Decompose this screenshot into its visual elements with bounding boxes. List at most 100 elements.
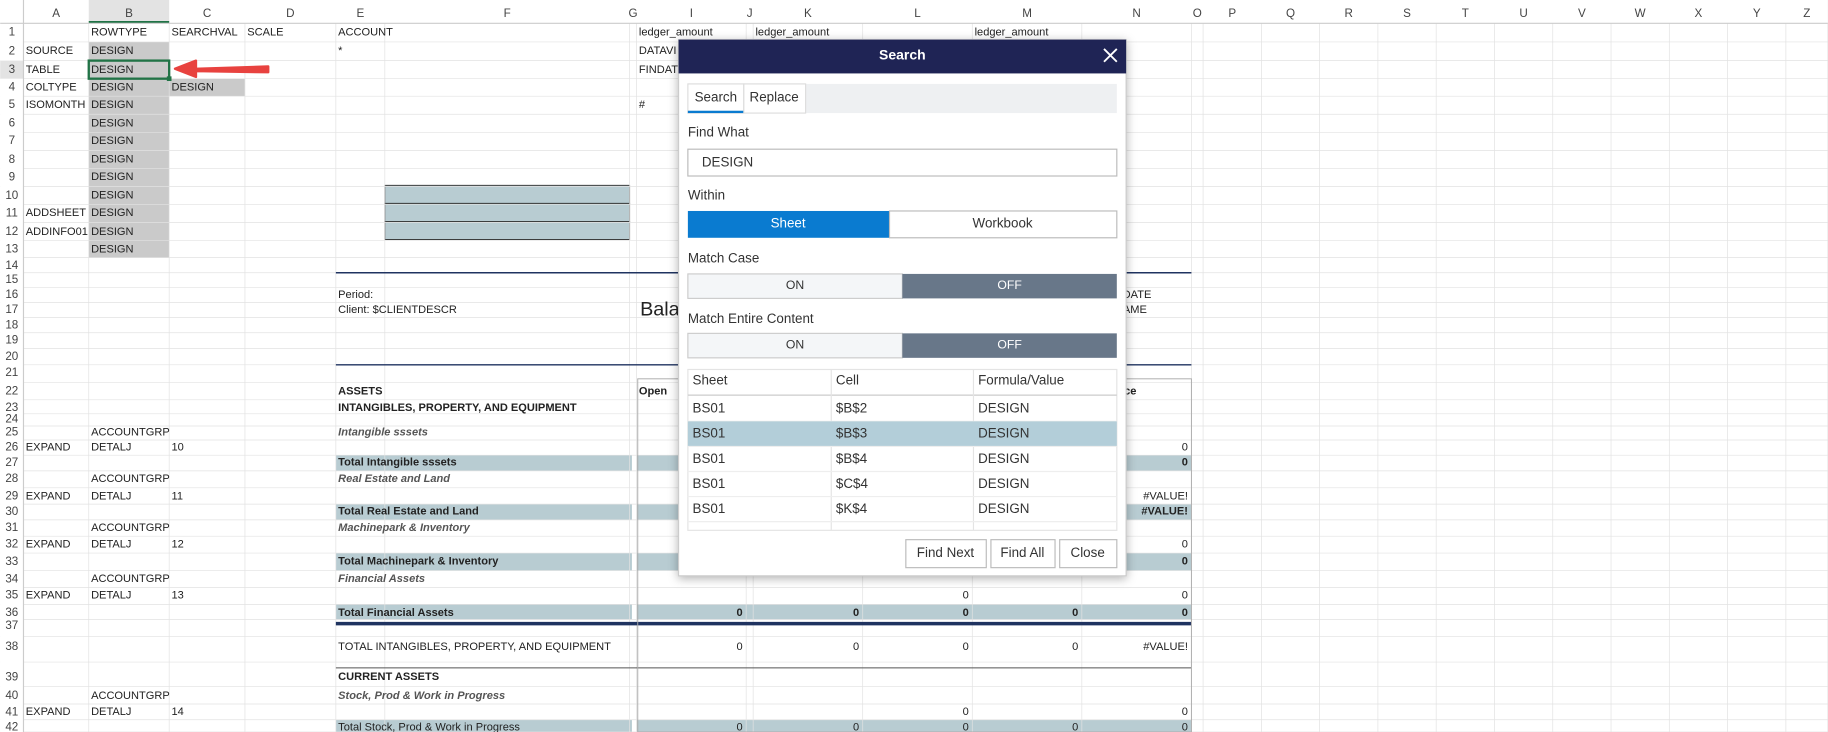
result-cell[interactable]: BS01	[693, 476, 726, 491]
tab-label[interactable]: Replace	[750, 89, 799, 104]
cell-text: 0	[963, 607, 969, 619]
cell-text: DETALJ	[91, 442, 131, 454]
result-cell[interactable]: DESIGN	[978, 476, 1029, 491]
toggle-off[interactable]	[902, 333, 1117, 358]
column-header: T	[1462, 7, 1469, 20]
cell-text: 0	[1182, 721, 1188, 732]
result-cell[interactable]: $B$3	[836, 426, 867, 441]
find-input-value[interactable]: DESIGN	[702, 155, 753, 170]
cell-text: ACCOUNTGRP	[91, 522, 170, 534]
toggle-sheet[interactable]	[687, 210, 890, 238]
find-input[interactable]	[687, 148, 1118, 177]
cell-text: DESIGN	[91, 45, 133, 57]
toggle-label[interactable]: ON	[786, 337, 804, 351]
result-cell[interactable]: $C$4	[836, 476, 869, 491]
cell-text: Total Machinepark & Inventory	[338, 556, 499, 568]
cell-text: ledger_amount	[639, 27, 713, 39]
cell-text: COLTYPE	[26, 81, 77, 93]
result-cell[interactable]: $K$4	[836, 501, 868, 516]
selected-col-fill	[88, 150, 170, 169]
selected-col-fill	[88, 41, 170, 61]
cell-text: DETALJ	[91, 590, 131, 602]
column-header: R	[1345, 7, 1353, 20]
cell-text: #VALUE!	[1143, 490, 1188, 502]
result-cell[interactable]: BS01	[693, 401, 726, 416]
result-cell[interactable]: $B$2	[836, 401, 867, 416]
result-cell[interactable]: DESIGN	[978, 501, 1029, 516]
cell-text: 0	[963, 706, 969, 718]
toggle-label[interactable]: Sheet	[771, 215, 806, 230]
toggle-label[interactable]: ON	[786, 278, 804, 292]
result-cell[interactable]: BS01	[693, 451, 726, 466]
box-cell	[384, 184, 631, 204]
total-row-fill	[335, 504, 632, 520]
tab-label[interactable]: Search	[695, 89, 737, 104]
close-icon[interactable]	[1103, 48, 1118, 63]
fill-handle	[166, 76, 172, 82]
cell-text: Real Estate and Land	[338, 473, 450, 485]
column-header: N	[1132, 7, 1140, 20]
cell-text: DESIGN	[91, 81, 133, 93]
cell-text: Open	[639, 386, 668, 398]
cell-text: ADDSHEET	[26, 207, 86, 219]
button-label[interactable]: Close	[1071, 545, 1105, 560]
cell-text: 0	[736, 721, 742, 732]
row-header: 11	[6, 206, 18, 219]
total-row-fill	[335, 719, 632, 732]
toggle-label[interactable]: Workbook	[973, 215, 1033, 230]
row-header: 22	[5, 385, 18, 398]
cell-text: EXPAND	[26, 442, 71, 454]
cell-text: DESIGN	[91, 243, 133, 255]
cell-text: DESIGN	[91, 190, 133, 202]
cell-text: ACCOUNT	[338, 27, 393, 39]
selected-row-header	[0, 60, 24, 79]
column-header: E	[356, 7, 364, 20]
row-header: 5	[9, 98, 15, 111]
cell-text: DESIGN	[91, 135, 133, 147]
button-close[interactable]	[1059, 539, 1118, 569]
row-header: 41	[5, 705, 18, 718]
selected-col-fill	[88, 222, 170, 241]
cell-text: ledger_amount	[975, 27, 1049, 39]
row-header: 27	[5, 456, 18, 469]
cell-text: SOURCE	[26, 45, 73, 57]
result-cell[interactable]: DESIGN	[978, 426, 1029, 441]
button-label[interactable]: Find Next	[917, 545, 975, 560]
cell-text: 0	[1182, 442, 1188, 454]
cell-text: 0	[1182, 538, 1188, 550]
field-label: Match Case	[688, 250, 759, 265]
cell-text: *	[338, 45, 343, 57]
result-cell[interactable]: BS01	[693, 426, 726, 441]
cell-text: DESIGN	[91, 171, 133, 183]
tab-replace[interactable]	[743, 83, 807, 114]
selected-col-fill	[88, 78, 170, 97]
cell-text: DETALJ	[91, 538, 131, 550]
cell-text: 0	[853, 607, 859, 619]
row-header: 36	[5, 606, 18, 619]
selected-col-fill	[88, 96, 170, 115]
column-header: L	[914, 7, 921, 20]
cell-text: 0	[963, 721, 969, 732]
result-cell[interactable]: $B$4	[836, 451, 868, 466]
selected-col-fill	[88, 240, 170, 258]
button-label[interactable]: Find All	[1000, 545, 1044, 560]
cell-text: 0	[1072, 641, 1078, 653]
result-cell[interactable]: DESIGN	[978, 401, 1029, 416]
toggle-label[interactable]: OFF	[997, 278, 1021, 292]
cell-text: Bala	[640, 298, 681, 320]
button-find-all[interactable]	[990, 539, 1056, 569]
row-header: 31	[5, 521, 18, 534]
toggle-workbook[interactable]	[888, 210, 1118, 239]
dialog-title: Search	[879, 47, 926, 63]
result-cell[interactable]: DESIGN	[978, 451, 1029, 466]
field-label: Find What	[688, 124, 749, 139]
cell-text: SEARCHVAL	[172, 27, 238, 39]
selected-col-fill	[88, 132, 170, 151]
button-find-next[interactable]	[905, 539, 987, 569]
cell-text: Total Financial Assets	[338, 607, 454, 619]
result-cell[interactable]: BS01	[693, 501, 726, 516]
toggle-off[interactable]	[902, 273, 1117, 299]
column-header: C	[203, 7, 211, 20]
toggle-label[interactable]: OFF	[997, 337, 1021, 351]
toggle-on[interactable]	[687, 273, 903, 299]
